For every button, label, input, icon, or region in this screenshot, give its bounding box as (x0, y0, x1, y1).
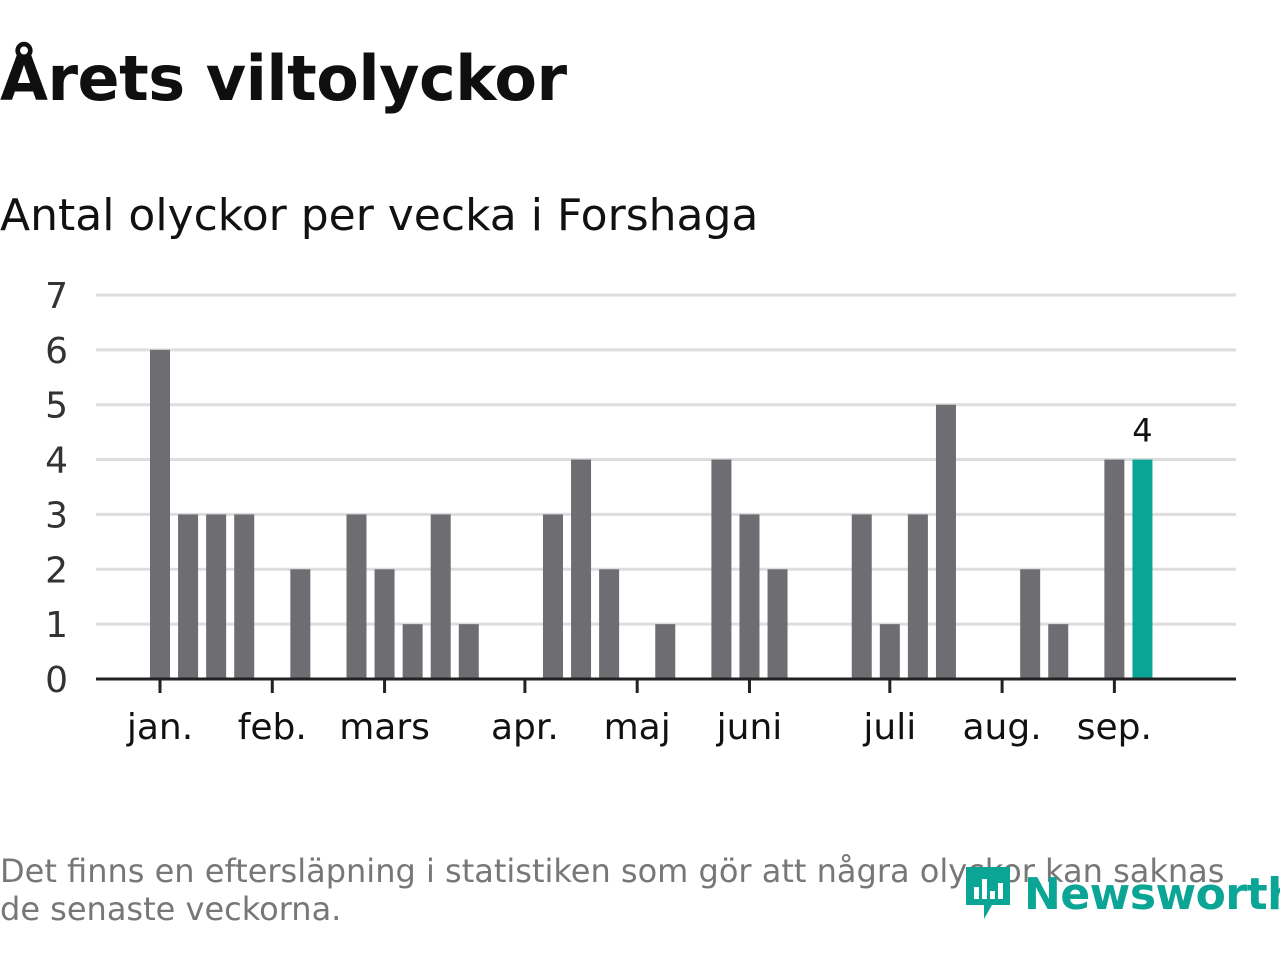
x-tick-label: maj (604, 707, 671, 748)
bar (458, 624, 479, 679)
bar (178, 514, 199, 679)
y-tick-label: 2 (45, 550, 68, 591)
x-tick-label: mars (339, 707, 430, 748)
bar (571, 459, 592, 679)
y-tick-label: 0 (45, 660, 68, 701)
bar (234, 514, 255, 679)
bar (430, 514, 451, 679)
bar (542, 514, 563, 679)
bar (711, 459, 732, 679)
y-tick-label: 3 (45, 495, 68, 536)
x-tick-label: aug. (963, 707, 1042, 748)
bar (935, 404, 956, 679)
y-tick-label: 5 (45, 386, 68, 427)
bar-highlight (1132, 459, 1153, 679)
y-tick-label: 6 (45, 331, 68, 372)
chart-subtitle: Antal olyckor per vecka i Forshaga (0, 190, 759, 241)
bar (655, 624, 676, 679)
data-label: 4 (1132, 412, 1152, 450)
x-tick-label: feb. (238, 707, 307, 748)
x-tick-label: jan. (126, 707, 193, 748)
bar (907, 514, 928, 679)
x-tick-label: apr. (491, 707, 559, 748)
bar (739, 514, 760, 679)
page-title: Årets viltolyckor (0, 42, 567, 115)
x-tick-label: sep. (1077, 707, 1152, 748)
bar (290, 569, 311, 679)
bar (346, 514, 367, 679)
x-tick-label: juni (716, 707, 783, 748)
bar (402, 624, 423, 679)
bar (1104, 459, 1125, 679)
bar (206, 514, 227, 679)
y-tick-label: 1 (45, 605, 68, 646)
newsworthy-logo: Newsworthy (962, 862, 1280, 926)
logo-text: Newsworthy (1024, 868, 1280, 920)
bar (599, 569, 620, 679)
bar (851, 514, 872, 679)
bar (879, 624, 900, 679)
bar (374, 569, 395, 679)
bar-chart-logo-icon (962, 861, 1014, 927)
bar (1020, 569, 1041, 679)
bar (1048, 624, 1069, 679)
x-tick-label: juli (862, 707, 916, 748)
bar-chart: 0 1 2 3 4 5 6 7 4 jan. feb. mars apr. maj juni juli aug.… (45, 276, 1236, 748)
bar (150, 349, 170, 679)
y-tick-label: 7 (45, 276, 68, 317)
y-tick-label: 4 (45, 441, 68, 482)
footnote: Det finns en eftersläpning i statistiken… (0, 852, 1225, 928)
bar (767, 569, 788, 679)
